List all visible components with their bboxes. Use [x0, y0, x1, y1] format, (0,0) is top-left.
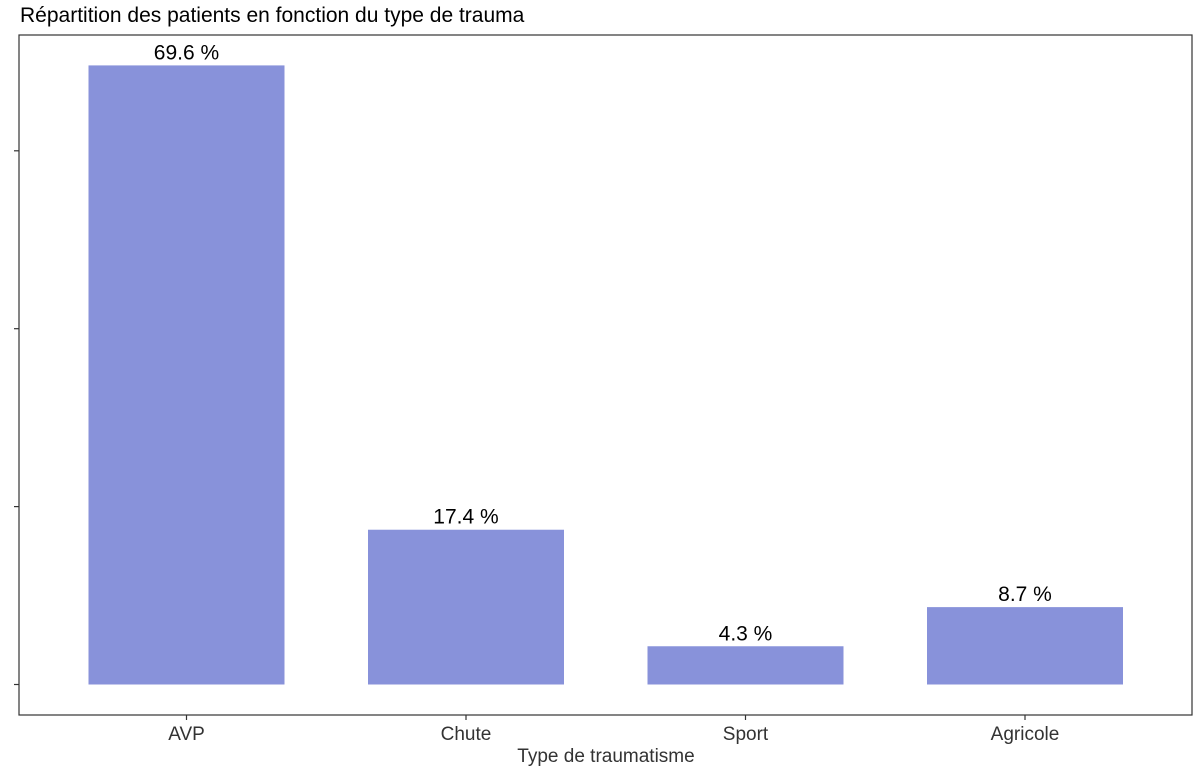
bar-avp — [88, 65, 285, 685]
x-tick-label-sport: Sport — [723, 724, 769, 745]
bars-group — [88, 65, 1123, 685]
y-axis-ticks — [14, 150, 19, 686]
x-axis-ticks — [185, 715, 1026, 720]
data-label-avp: 69.6 % — [154, 41, 219, 64]
plot-panel-border — [18, 34, 1193, 716]
x-tick-label-chute: Chute — [441, 724, 492, 745]
bar-chute — [368, 529, 564, 685]
x-axis-tick-labels: AVP Chute Sport Agricole — [168, 724, 1059, 745]
data-label-chute: 17.4 % — [433, 506, 498, 529]
bar-sport — [647, 646, 844, 685]
data-labels-group: 69.6 % 17.4 % 4.3 % 8.7 % — [154, 41, 1052, 645]
data-label-agricole: 8.7 % — [998, 583, 1052, 606]
data-label-sport: 4.3 % — [719, 622, 773, 645]
x-tick-label-avp: AVP — [168, 724, 205, 745]
x-axis-title: Type de traumatisme — [517, 746, 694, 767]
x-tick-label-agricole: Agricole — [991, 724, 1060, 745]
chart-title: Répartition des patients en fonction du … — [20, 4, 525, 27]
bar-agricole — [927, 607, 1123, 685]
